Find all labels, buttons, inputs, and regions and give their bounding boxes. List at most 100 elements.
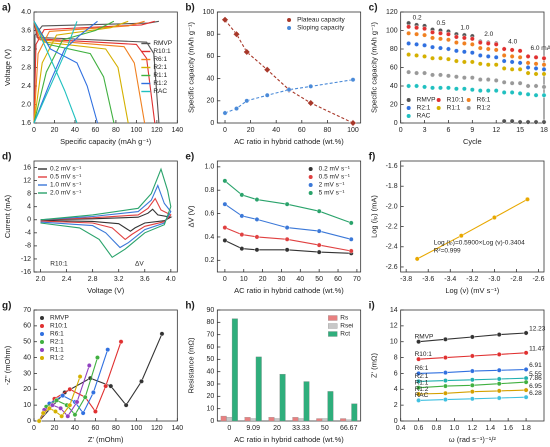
point bbox=[438, 45, 443, 51]
line-label: R2:1 bbox=[415, 373, 429, 380]
x-tick-label: 3.6 bbox=[140, 276, 150, 283]
series-line bbox=[40, 167, 172, 259]
point bbox=[523, 394, 529, 400]
legend-label: 1.0 mV s⁻¹ bbox=[50, 182, 82, 189]
point bbox=[254, 217, 260, 222]
y-tick-label: -2.0 bbox=[386, 203, 398, 210]
x-tick-label: 18 bbox=[540, 127, 548, 134]
x-tick-label: 1.4 bbox=[485, 425, 495, 432]
y-tick-label: 100 bbox=[203, 9, 215, 16]
y-tick-label: 0.8 bbox=[205, 187, 215, 194]
point bbox=[234, 106, 239, 111]
point bbox=[67, 402, 73, 408]
point bbox=[525, 54, 531, 59]
series-line bbox=[416, 198, 528, 260]
point bbox=[108, 383, 114, 389]
annotation: R²=0.999 bbox=[434, 248, 461, 255]
y-tick-label: 20 bbox=[390, 101, 398, 108]
point bbox=[501, 66, 507, 71]
point bbox=[525, 119, 531, 125]
point bbox=[469, 75, 475, 81]
point bbox=[458, 233, 464, 239]
point bbox=[406, 52, 412, 57]
y-tick-label: 8 bbox=[394, 354, 398, 361]
point bbox=[461, 41, 467, 46]
y-tick-label: 70 bbox=[207, 332, 215, 339]
point bbox=[446, 73, 451, 79]
point bbox=[443, 378, 448, 383]
y-tick-label: 0 bbox=[394, 120, 398, 127]
x-tick-label: 10 bbox=[240, 276, 248, 283]
point bbox=[254, 197, 260, 202]
x-tick-label: 0.6 bbox=[414, 425, 424, 432]
x-tick-label: 60 bbox=[334, 276, 342, 283]
legend-swatch bbox=[436, 98, 441, 102]
y-tick-label: 60 bbox=[390, 64, 398, 71]
x-tick-label: 2.0 bbox=[36, 276, 46, 283]
point bbox=[533, 92, 539, 98]
y-tick-label: -16 bbox=[21, 269, 31, 276]
legend-label: R2:1 bbox=[417, 105, 431, 112]
legend-swatch bbox=[308, 167, 313, 171]
point bbox=[416, 339, 421, 345]
panel: a) Specific capacity (mAh g⁻¹) Voltage (V)… bbox=[2, 3, 183, 146]
legend-label: 0.5 mV s⁻¹ bbox=[319, 174, 351, 181]
point bbox=[517, 119, 523, 125]
y-tick-label: 0 bbox=[27, 418, 31, 425]
point bbox=[118, 339, 124, 345]
point bbox=[496, 332, 502, 337]
bar bbox=[279, 373, 286, 422]
point bbox=[501, 53, 507, 58]
x-tick-label: 40 bbox=[296, 276, 304, 283]
x-tick-label: 0 bbox=[227, 425, 231, 432]
point bbox=[477, 88, 483, 94]
series-line bbox=[224, 240, 352, 254]
point bbox=[438, 85, 443, 91]
point bbox=[469, 41, 475, 47]
x-tick-label: 3 bbox=[423, 127, 427, 134]
y-tick-label: 0.6 bbox=[205, 210, 215, 217]
point bbox=[422, 54, 427, 59]
bar bbox=[327, 391, 334, 422]
legend-swatch bbox=[328, 315, 338, 321]
legend-label: 0.2 mV s⁻¹ bbox=[50, 166, 82, 173]
point bbox=[416, 378, 421, 384]
point bbox=[50, 402, 55, 408]
y-tick-label: -1.6 bbox=[386, 163, 398, 170]
point bbox=[533, 119, 539, 125]
point bbox=[454, 58, 459, 64]
y-tick-label: -4 bbox=[25, 230, 31, 237]
point bbox=[348, 220, 354, 226]
point bbox=[461, 86, 467, 92]
point bbox=[53, 409, 58, 414]
point bbox=[541, 84, 547, 90]
point bbox=[222, 225, 228, 231]
series-line bbox=[224, 227, 352, 252]
legend-swatch bbox=[328, 323, 338, 329]
point bbox=[533, 83, 539, 89]
x-tick-label: 70 bbox=[353, 276, 361, 283]
point bbox=[284, 225, 290, 231]
x-tick-label: 80 bbox=[112, 127, 120, 134]
legend-label: RMVP bbox=[153, 40, 172, 47]
panel: i) ω (rad s⁻¹)⁻¹/² Z' (mΩ) 0 2 4 6 8 10 12 14 0.4 0.… bbox=[369, 301, 546, 444]
point bbox=[446, 37, 451, 43]
point bbox=[422, 26, 427, 32]
annotation: 4.0 bbox=[508, 38, 517, 45]
x-tick-label: 0 bbox=[223, 276, 227, 283]
y-tick-label: 0 bbox=[27, 217, 31, 224]
point bbox=[541, 119, 547, 125]
y-tick-label: 20 bbox=[23, 386, 31, 393]
point bbox=[443, 397, 448, 402]
point bbox=[284, 201, 290, 207]
x-tick-label: -3.8 bbox=[400, 276, 412, 283]
end-label: 7.86 bbox=[529, 375, 542, 382]
point bbox=[438, 55, 443, 61]
point bbox=[509, 118, 515, 124]
point bbox=[469, 50, 475, 56]
legend-swatch bbox=[40, 340, 44, 344]
point bbox=[485, 62, 491, 68]
point bbox=[461, 49, 467, 55]
point bbox=[509, 66, 515, 72]
